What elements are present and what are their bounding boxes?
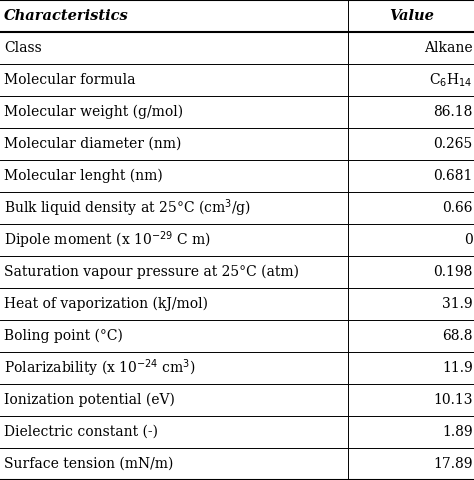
Text: C$_6$H$_{14}$: C$_6$H$_{14}$ [429, 72, 473, 89]
Text: Ionization potential (eV): Ionization potential (eV) [4, 393, 174, 407]
Text: 0.681: 0.681 [433, 169, 473, 183]
Text: 31.9: 31.9 [442, 297, 473, 311]
Text: 0.198: 0.198 [433, 265, 473, 279]
Text: 0.66: 0.66 [442, 201, 473, 215]
Text: Molecular diameter (nm): Molecular diameter (nm) [4, 137, 181, 151]
Text: Class: Class [4, 41, 42, 55]
Text: Bulk liquid density at 25°C (cm$^3$/g): Bulk liquid density at 25°C (cm$^3$/g) [4, 197, 251, 219]
Text: Alkane: Alkane [424, 41, 473, 55]
Text: Molecular lenght (nm): Molecular lenght (nm) [4, 169, 163, 183]
Text: Dielectric constant (-): Dielectric constant (-) [4, 425, 158, 439]
Text: Polarizability (x 10$^{-24}$ cm$^3$): Polarizability (x 10$^{-24}$ cm$^3$) [4, 357, 195, 379]
Text: Dipole moment (x 10$^{-29}$ C m): Dipole moment (x 10$^{-29}$ C m) [4, 229, 210, 251]
Text: Heat of vaporization (kJ/mol): Heat of vaporization (kJ/mol) [4, 297, 208, 311]
Text: Saturation vapour pressure at 25°C (atm): Saturation vapour pressure at 25°C (atm) [4, 265, 299, 279]
Text: Boling point (°C): Boling point (°C) [4, 329, 123, 343]
Text: Surface tension (mN/m): Surface tension (mN/m) [4, 457, 173, 471]
Text: Value: Value [389, 9, 434, 23]
Text: 86.18: 86.18 [433, 105, 473, 119]
Text: 68.8: 68.8 [442, 329, 473, 343]
Text: 0.265: 0.265 [433, 137, 473, 151]
Text: Characteristics: Characteristics [4, 9, 128, 23]
Text: 10.13: 10.13 [433, 393, 473, 407]
Text: 17.89: 17.89 [433, 457, 473, 471]
Text: Molecular weight (g/mol): Molecular weight (g/mol) [4, 105, 183, 119]
Text: 1.89: 1.89 [442, 425, 473, 439]
Text: 0: 0 [464, 233, 473, 247]
Text: Molecular formula: Molecular formula [4, 73, 135, 87]
Text: 11.9: 11.9 [442, 361, 473, 375]
